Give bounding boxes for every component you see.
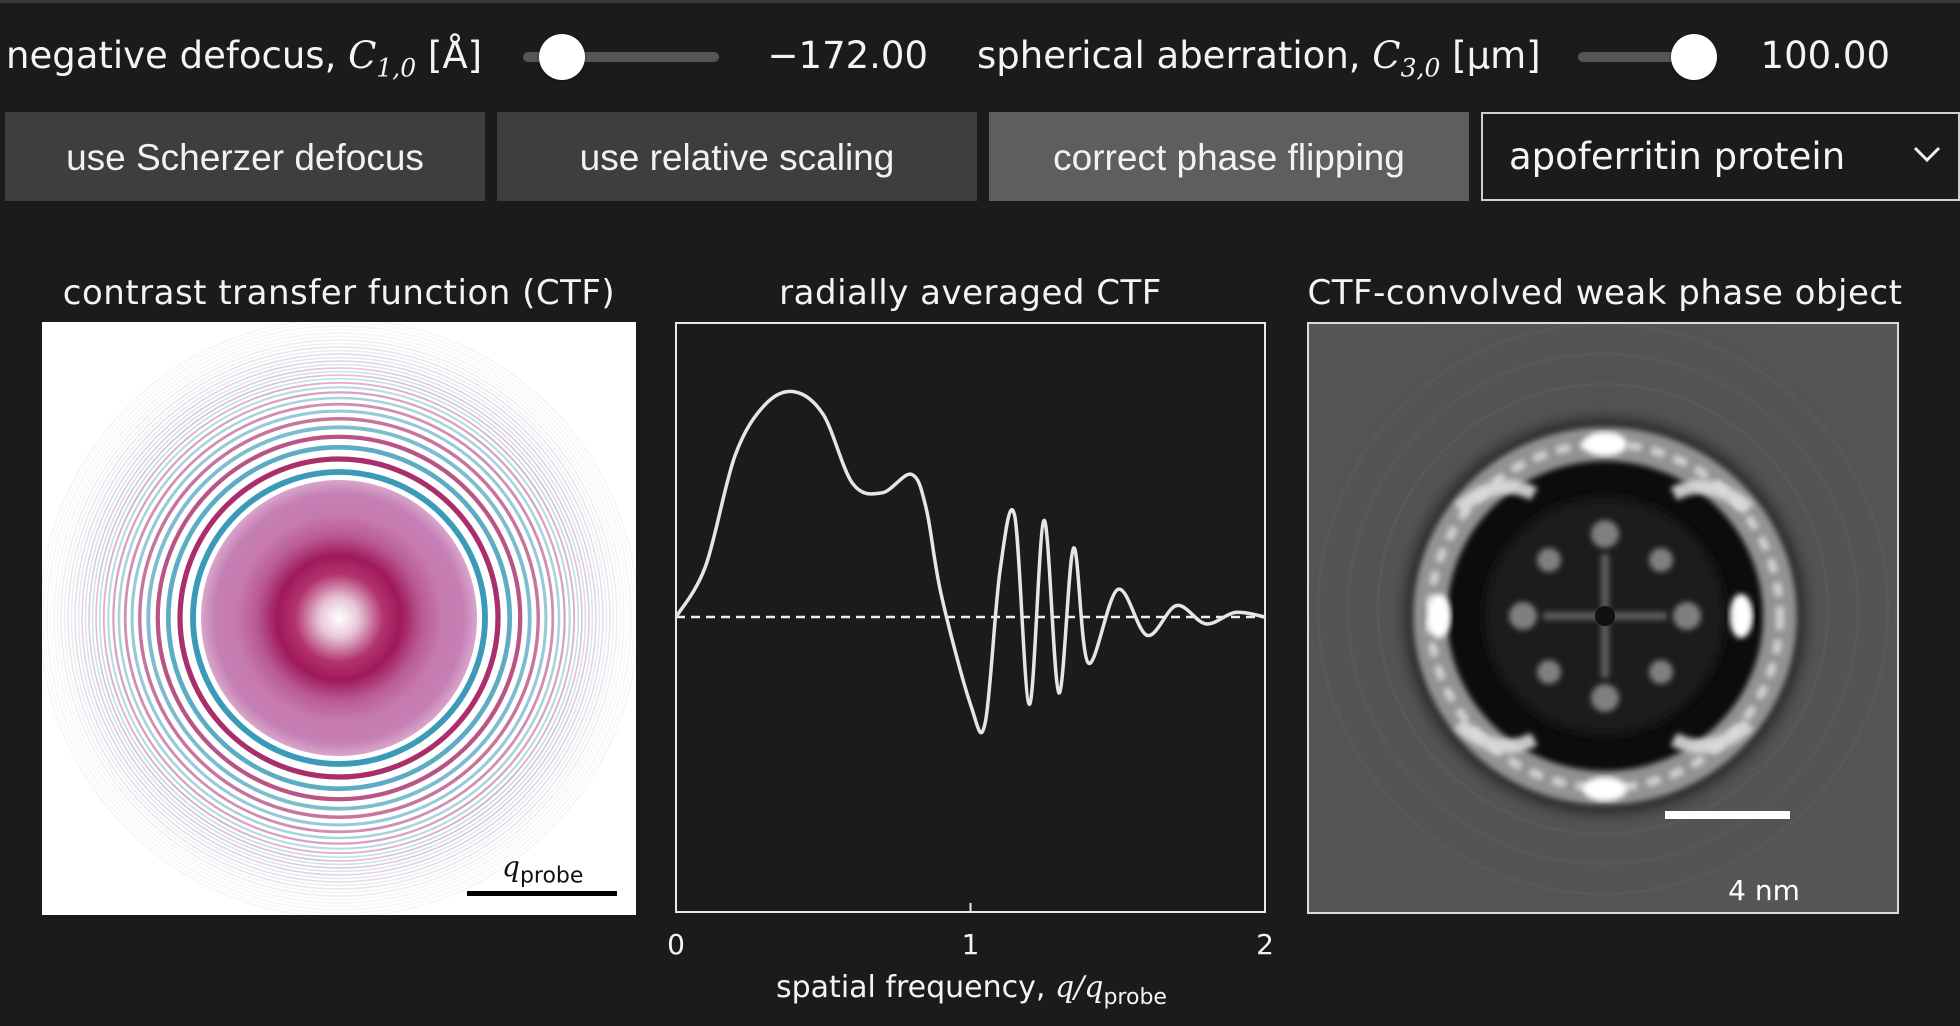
protein-density-graphic bbox=[1309, 324, 1897, 912]
specimen-select[interactable]: apoferritin protein bbox=[1481, 112, 1960, 201]
ctf-image: qprobe bbox=[42, 322, 636, 915]
window-top-edge bbox=[0, 0, 1960, 3]
x-axis-label-sub: probe bbox=[1103, 985, 1167, 1010]
defocus-label: negative defocus, C1,0 [Å] bbox=[6, 26, 482, 86]
aberration-subscript: 3,0 bbox=[1400, 53, 1441, 83]
ctf-panel-title: contrast transfer function (CTF) bbox=[62, 273, 616, 313]
ctf-scalebar bbox=[467, 891, 617, 896]
use-relative-scaling-button[interactable]: use relative scaling bbox=[497, 112, 977, 201]
x-axis-label-math: q/q bbox=[1054, 970, 1104, 1005]
x-axis-label: spatial frequency, q/qprobe bbox=[776, 970, 1167, 1010]
ctf-rings-graphic bbox=[42, 322, 636, 915]
weak-phase-object-image: 4 nm bbox=[1307, 322, 1899, 914]
aberration-slider-thumb[interactable] bbox=[1670, 34, 1717, 80]
ctf-scalebar-symbol: q bbox=[502, 850, 520, 883]
x-tick-label: 2 bbox=[1256, 928, 1274, 961]
defocus-value: −172.00 bbox=[767, 34, 928, 77]
defocus-symbol: C bbox=[348, 34, 377, 77]
ctf-scalebar-label: qprobe bbox=[502, 850, 583, 889]
use-scherzer-defocus-button[interactable]: use Scherzer defocus bbox=[5, 112, 485, 201]
aberration-symbol: C bbox=[1372, 34, 1401, 77]
aberration-label: spherical aberration, C3,0 [µm] bbox=[977, 26, 1541, 86]
x-axis-label-text: spatial frequency, bbox=[776, 970, 1055, 1005]
defocus-unit: [Å] bbox=[416, 34, 483, 77]
radial-panel-title: radially averaged CTF bbox=[779, 273, 1162, 313]
specimen-select-value: apoferritin protein bbox=[1509, 135, 1846, 178]
wpo-scalebar-label: 4 nm bbox=[1728, 874, 1800, 907]
chevron-down-icon bbox=[1913, 146, 1941, 163]
defocus-slider-thumb[interactable] bbox=[539, 34, 586, 80]
aberration-value: 100.00 bbox=[1760, 34, 1890, 77]
defocus-subscript: 1,0 bbox=[376, 53, 417, 83]
defocus-slider-track[interactable] bbox=[523, 52, 719, 62]
x-tick-label: 0 bbox=[667, 928, 685, 961]
ctf-scalebar-sub: probe bbox=[519, 863, 584, 889]
correct-phase-flipping-button[interactable]: correct phase flipping bbox=[989, 112, 1469, 201]
wpo-panel-title: CTF-convolved weak phase object bbox=[1307, 273, 1903, 313]
radial-ctf-plot bbox=[675, 322, 1266, 913]
wpo-scalebar bbox=[1665, 811, 1790, 819]
aberration-slider-track[interactable] bbox=[1578, 52, 1714, 62]
aberration-label-text: spherical aberration, bbox=[977, 34, 1373, 77]
defocus-label-text: negative defocus, bbox=[6, 34, 349, 77]
ctf-curve bbox=[675, 389, 1266, 735]
x-tick-label: 1 bbox=[961, 928, 980, 961]
aberration-unit: [µm] bbox=[1440, 34, 1541, 77]
